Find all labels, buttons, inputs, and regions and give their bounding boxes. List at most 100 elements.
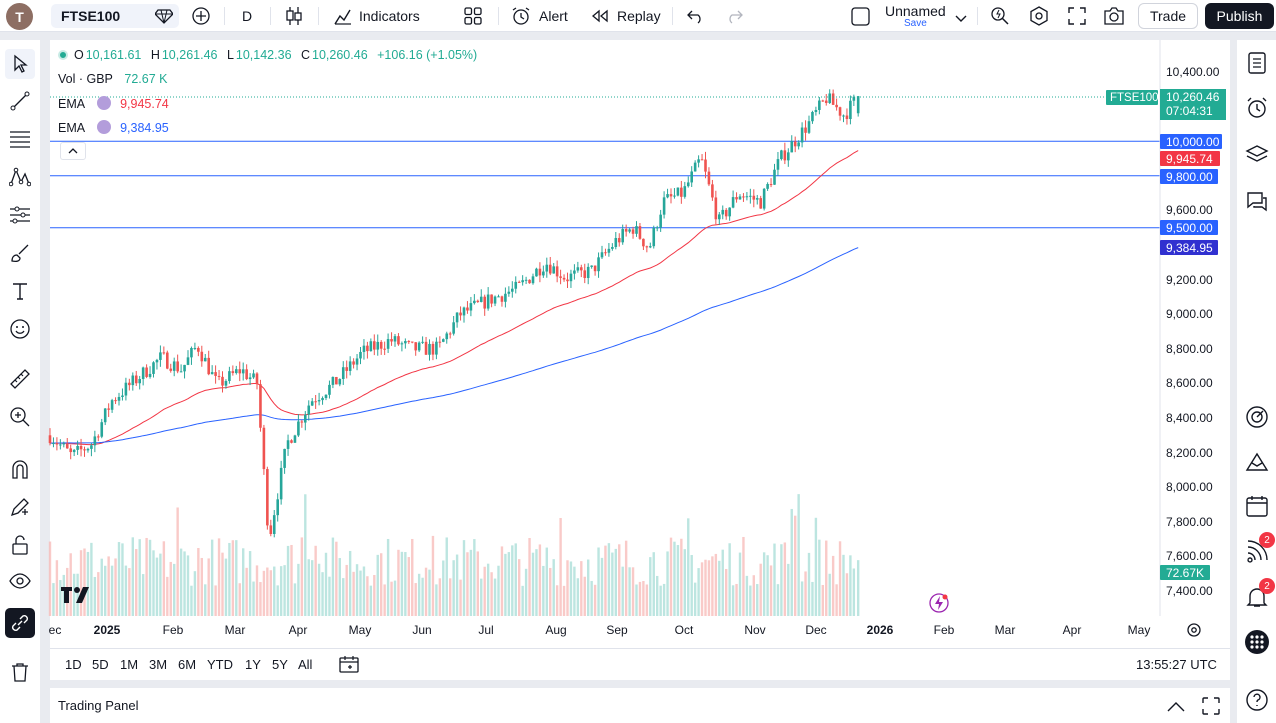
volume-bar [242,548,245,616]
candle [217,369,221,381]
eye-icon[interactable] [5,566,35,596]
help-icon[interactable] [1242,685,1272,715]
candle [190,346,193,365]
layout-name[interactable]: Unnamed [885,3,946,19]
redo-icon[interactable] [725,8,743,29]
candle [490,294,493,308]
templates-grid-icon[interactable] [464,7,482,30]
chevron-up-icon[interactable] [1167,699,1185,717]
quick-search-icon[interactable] [990,6,1010,31]
ema-fast-price-tag: 9,945.74 [1160,151,1220,166]
trend-line-icon[interactable] [5,86,35,116]
forecasting-icon[interactable] [5,200,35,230]
chevron-down-icon[interactable] [955,10,967,28]
candles-icon[interactable] [285,6,303,31]
link-icon[interactable] [5,608,35,638]
volume-bar [141,574,145,616]
volume-bar [756,584,759,616]
diamond-icon[interactable] [154,8,174,29]
cursor-icon[interactable] [5,49,35,79]
apps-grid-icon[interactable] [1242,627,1272,657]
range-button-1d[interactable]: 1D [65,657,82,672]
range-button-3m[interactable]: 3M [149,657,168,672]
fib-retracement-icon[interactable] [5,124,35,154]
candle-body [835,104,838,108]
undo-icon[interactable] [687,8,705,29]
candle [121,388,124,401]
ema-fast-line[interactable] [50,150,859,446]
range-button-all[interactable]: All [298,657,313,672]
volume-bar [535,549,538,616]
level-tag-9800[interactable]: 9,800.00 [1160,169,1218,184]
indicators-button[interactable]: Indicators [333,0,420,32]
camera-icon[interactable] [1103,7,1125,30]
range-button-5d[interactable]: 5D [92,657,109,672]
refresh-icon[interactable] [96,120,111,134]
interval-selector[interactable]: D [242,0,252,32]
range-button-ytd[interactable]: YTD [207,657,233,672]
alerts-clock-icon[interactable] [1242,93,1272,123]
alert-button[interactable]: Alert [511,0,568,32]
watchlist-icon[interactable] [1242,48,1272,78]
ideas-stream-icon[interactable]: 2 [1242,532,1275,566]
zoom-in-icon[interactable] [5,402,35,432]
volume-bar [135,549,138,616]
draw-mode-icon[interactable] [5,492,35,522]
layout-checkbox[interactable] [851,7,870,31]
publish-button[interactable]: Publish [1205,3,1274,29]
volume-bar [483,566,486,616]
lock-icon[interactable] [5,530,35,560]
candle [545,257,549,278]
candle-body [221,376,224,386]
candle [383,341,386,356]
notifications-bell-icon[interactable]: 2 [1242,578,1275,612]
replay-button[interactable]: Replay [591,0,661,32]
layers-icon[interactable] [1242,140,1272,170]
calendar-icon[interactable] [1242,491,1272,521]
chevron-up-icon [68,148,78,154]
goto-date-calendar-icon[interactable] [339,655,359,678]
refresh-icon[interactable] [96,96,111,110]
candle [455,312,459,328]
fullscreen-icon[interactable] [1068,7,1086,30]
mountain-icon[interactable] [1242,447,1272,477]
emoji-icon[interactable] [5,314,35,344]
volume-bar [169,561,172,616]
axis-settings-gear-icon[interactable] [1186,622,1202,643]
range-button-5y[interactable]: 5Y [272,657,288,672]
lightning-icon[interactable] [929,593,949,618]
chat-icon[interactable] [1242,186,1272,216]
volume-bar [555,585,559,616]
range-button-1y[interactable]: 1Y [245,657,261,672]
range-button-1m[interactable]: 1M [120,657,139,672]
volume-bar [424,567,428,616]
settings-gear-icon[interactable] [1029,6,1049,31]
range-button-6m[interactable]: 6M [178,657,197,672]
candle-body [241,369,245,374]
trade-button[interactable]: Trade [1138,3,1198,29]
level-tag-10000[interactable]: 10,000.00 [1160,134,1222,149]
volume-legend[interactable]: Vol · GBP 72.67 K [58,72,169,86]
layout-save-label[interactable]: Save [904,18,927,29]
trash-icon[interactable] [5,657,35,687]
utc-clock[interactable]: 13:55:27 UTC [1136,657,1217,672]
level-tag-9500[interactable]: 9,500.00 [1160,220,1218,235]
ema-slow-legend[interactable]: EMA 9,384.95 [58,120,171,135]
collapse-legend-button[interactable] [60,142,86,160]
pattern-icon[interactable] [5,162,35,192]
text-icon[interactable] [5,276,35,306]
volume-bar [86,551,90,616]
compare-add-icon[interactable] [191,6,211,31]
candle [659,209,662,232]
maximize-panel-icon[interactable] [1202,697,1220,720]
brush-icon[interactable] [5,238,35,268]
ruler-icon[interactable] [5,364,35,394]
trading-panel-title[interactable]: Trading Panel [58,698,139,713]
ema-fast-legend[interactable]: EMA 9,945.74 [58,96,171,111]
user-avatar[interactable]: T [6,3,33,30]
magnet-icon[interactable] [5,454,35,484]
target-icon[interactable] [1242,402,1272,432]
tradingview-logo[interactable] [61,585,95,608]
ema-slow-line[interactable] [49,247,859,444]
